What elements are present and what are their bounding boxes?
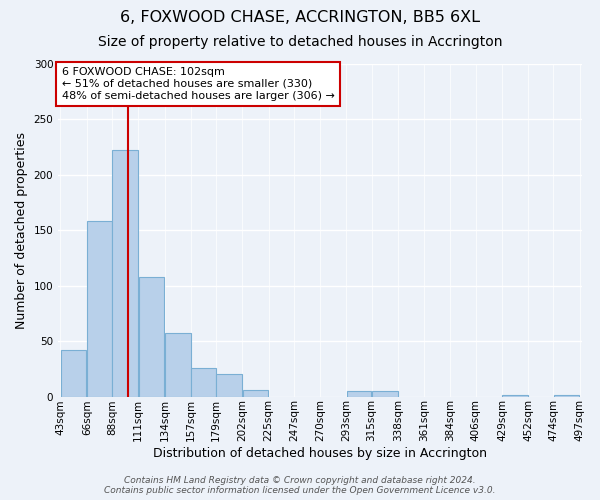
Bar <box>139 277 164 396</box>
Text: Size of property relative to detached houses in Accrington: Size of property relative to detached ho… <box>98 35 502 49</box>
Y-axis label: Number of detached properties: Number of detached properties <box>15 132 28 329</box>
Bar <box>112 150 138 396</box>
Bar <box>242 390 268 396</box>
Bar <box>216 374 242 396</box>
Bar <box>87 222 112 396</box>
Text: Contains HM Land Registry data © Crown copyright and database right 2024.
Contai: Contains HM Land Registry data © Crown c… <box>104 476 496 495</box>
Bar <box>165 334 191 396</box>
Bar <box>61 350 86 397</box>
Text: 6 FOXWOOD CHASE: 102sqm
← 51% of detached houses are smaller (330)
48% of semi-d: 6 FOXWOOD CHASE: 102sqm ← 51% of detache… <box>62 68 334 100</box>
X-axis label: Distribution of detached houses by size in Accrington: Distribution of detached houses by size … <box>153 447 487 460</box>
Bar <box>191 368 216 396</box>
Text: 6, FOXWOOD CHASE, ACCRINGTON, BB5 6XL: 6, FOXWOOD CHASE, ACCRINGTON, BB5 6XL <box>120 10 480 25</box>
Bar <box>347 391 371 396</box>
Bar <box>372 391 398 396</box>
